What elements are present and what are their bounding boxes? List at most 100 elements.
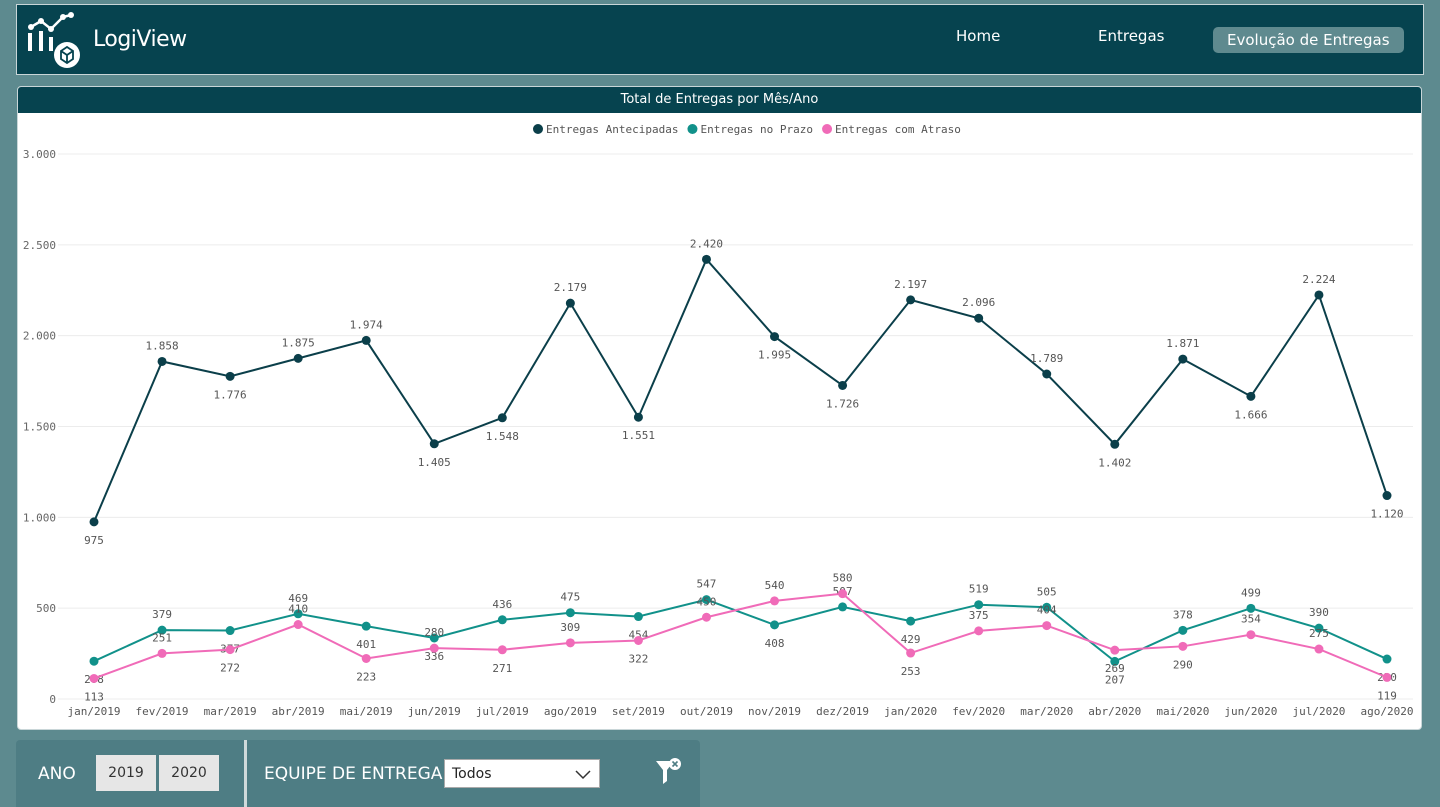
- data-point: [838, 589, 848, 599]
- data-label: 251: [152, 631, 172, 644]
- data-label: 269: [1105, 662, 1125, 675]
- chart-panel: Total de Entregas por Mês/Ano Entregas A…: [17, 86, 1422, 730]
- data-label: 336: [424, 650, 444, 663]
- data-label: 1.402: [1098, 456, 1131, 469]
- x-tick-label: mar/2019: [204, 705, 257, 718]
- data-point: [157, 625, 167, 635]
- data-point: [293, 609, 303, 619]
- chart-title: Total de Entregas por Mês/Ano: [18, 87, 1421, 113]
- data-point: [361, 335, 371, 345]
- y-tick-label: 2.500: [23, 239, 56, 252]
- y-tick-label: 3.000: [23, 148, 56, 161]
- legend-label: Entregas com Atraso: [835, 123, 961, 136]
- data-label: 505: [1037, 585, 1057, 598]
- data-label: 390: [1309, 606, 1329, 619]
- data-point: [565, 638, 575, 648]
- data-label: 436: [492, 598, 512, 611]
- data-label: 354: [1241, 613, 1261, 626]
- x-tick-label: set/2019: [612, 705, 665, 718]
- logo: [28, 12, 80, 68]
- data-point: [633, 612, 643, 622]
- data-point: [1110, 656, 1120, 666]
- x-tick-label: ago/2020: [1361, 705, 1414, 718]
- data-point: [565, 298, 575, 308]
- data-point: [701, 595, 711, 605]
- data-label: 469: [288, 592, 308, 605]
- data-point: [701, 612, 711, 622]
- data-label: 1.120: [1370, 508, 1403, 521]
- x-tick-label: nov/2019: [748, 705, 801, 718]
- data-label: 113: [84, 690, 104, 703]
- data-point: [770, 620, 780, 630]
- data-label: 2.096: [962, 296, 995, 309]
- year-button[interactable]: 2020: [159, 755, 219, 791]
- year-button[interactable]: 2019: [96, 755, 156, 791]
- nav-link[interactable]: Entregas: [1098, 27, 1165, 45]
- data-point: [429, 643, 439, 653]
- x-tick-label: jun/2019: [408, 705, 461, 718]
- data-point: [1110, 645, 1120, 655]
- x-tick-label: jun/2020: [1224, 705, 1277, 718]
- data-label: 2.420: [690, 237, 723, 250]
- data-point: [1178, 625, 1188, 635]
- x-tick-label: mai/2020: [1156, 705, 1209, 718]
- header: LogiView Home Entregas Evolução de Entre…: [16, 4, 1424, 75]
- data-label: 1.789: [1030, 352, 1063, 365]
- legend-marker: [533, 124, 543, 134]
- series-line: [93, 257, 1388, 523]
- legend-label: Entregas no Prazo: [700, 123, 813, 136]
- filter-label: ANO: [38, 764, 76, 784]
- data-label: 1.858: [145, 339, 178, 352]
- data-point: [838, 602, 848, 612]
- dropdown-value: Todos: [452, 766, 492, 782]
- data-point: [974, 313, 984, 323]
- data-point: [565, 608, 575, 618]
- x-tick-label: abr/2019: [272, 705, 325, 718]
- data-label: 540: [765, 579, 785, 592]
- data-label: 408: [765, 637, 785, 650]
- data-label: 207: [1105, 673, 1125, 686]
- clear-filter-icon[interactable]: [654, 757, 684, 787]
- data-point: [225, 371, 235, 381]
- data-label: 272: [220, 662, 240, 675]
- data-label: 1.871: [1166, 337, 1199, 350]
- x-tick-label: jan/2019: [68, 705, 121, 718]
- filter-label: EQUIPE DE ENTREGA: [264, 764, 443, 784]
- y-tick-label: 1.000: [23, 511, 56, 524]
- x-tick-label: jul/2019: [476, 705, 529, 718]
- data-point: [429, 633, 439, 643]
- data-label: 119: [1377, 689, 1397, 702]
- data-label: 1.875: [282, 336, 315, 349]
- data-label: 378: [1173, 608, 1193, 621]
- data-label: 280: [424, 626, 444, 639]
- team-dropdown[interactable]: Todos: [444, 759, 600, 788]
- data-label: 404: [1037, 604, 1057, 617]
- x-tick-label: mar/2020: [1020, 705, 1073, 718]
- data-point: [1042, 602, 1052, 612]
- brand: LogiView: [93, 27, 187, 52]
- data-point: [633, 636, 643, 646]
- data-label: 1.776: [214, 388, 247, 401]
- data-point: [906, 648, 916, 658]
- nav-link[interactable]: Home: [956, 27, 1001, 45]
- data-point: [633, 412, 643, 422]
- data-point: [429, 439, 439, 449]
- legend-marker: [687, 124, 698, 134]
- data-point: [1382, 672, 1392, 682]
- x-tick-label: jul/2020: [1292, 705, 1345, 718]
- data-label: 580: [833, 572, 853, 585]
- series-line: [93, 598, 1388, 663]
- x-tick-label: fev/2019: [136, 705, 189, 718]
- nav-link-active[interactable]: Evolução de Entregas: [1213, 27, 1404, 53]
- data-label: 1.548: [486, 430, 519, 443]
- data-point: [293, 620, 303, 630]
- data-label: 1.405: [418, 456, 451, 469]
- data-point: [497, 413, 507, 423]
- data-label: 401: [356, 638, 376, 651]
- data-point: [157, 356, 167, 366]
- data-point: [974, 626, 984, 636]
- data-point: [906, 295, 916, 305]
- x-tick-label: fev/2020: [952, 705, 1005, 718]
- data-point: [293, 353, 303, 363]
